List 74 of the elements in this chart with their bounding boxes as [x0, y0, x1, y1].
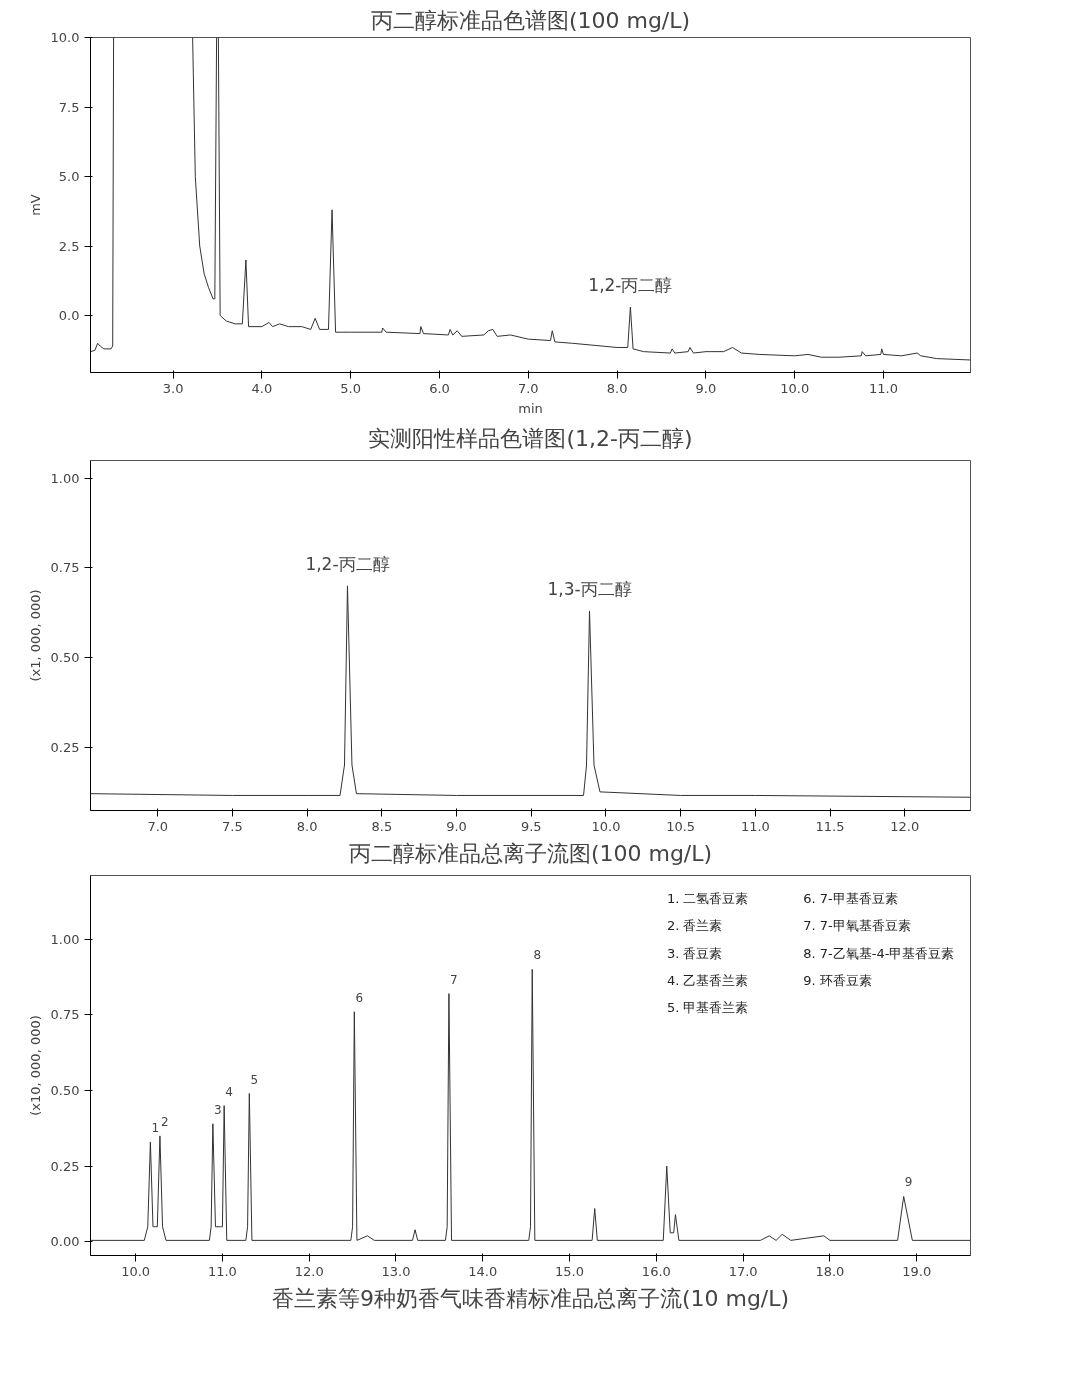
x-tick-label: 13.0: [381, 1263, 411, 1279]
x-tick-label: 7.0: [517, 380, 539, 396]
y-tick-label: 0.25: [50, 739, 80, 755]
x-tick-label: 12.0: [890, 818, 920, 834]
x-tick-label: 18.0: [815, 1263, 845, 1279]
x-tick-label: 14.0: [468, 1263, 498, 1279]
annotation: 7: [450, 972, 458, 987]
y-tick-label: 7.5: [58, 99, 80, 115]
text: 实测阳性样品色谱图(1,2-丙二醇): [368, 425, 693, 451]
y-tick-label: 5.0: [58, 169, 80, 184]
annotation: 3. 香豆素: [666, 945, 723, 961]
y-tick-label: 0.25: [50, 1158, 80, 1174]
x-tick-label: 6.0: [429, 380, 450, 396]
x-tick-label: 15.0: [555, 1263, 585, 1279]
annotation: 7. 7-甲氧基香豆素: [803, 918, 911, 934]
annotation: 9. 环香豆素: [803, 972, 872, 988]
x-tick-label: 11.0: [207, 1263, 237, 1279]
x-tick-label: 12.0: [294, 1263, 324, 1279]
y-tick-label: 1.00: [50, 931, 80, 947]
annotation: 1,3-丙二醇: [547, 578, 632, 599]
y-tick-label: 0.75: [50, 560, 80, 576]
x-axis-title: min: [518, 400, 543, 416]
x-tick-label: 9.0: [446, 818, 467, 834]
y-axis-title: (x1, 000, 000): [27, 589, 43, 682]
x-tick-label: 10.0: [121, 1263, 151, 1279]
x-tick-label: 10.0: [591, 818, 621, 834]
annotation: 4. 乙基香兰素: [666, 972, 749, 988]
annotation: 8. 7-乙氧基-4-甲基香豆素: [803, 945, 955, 961]
x-tick-label: 16.0: [641, 1263, 671, 1279]
x-tick-label: 4.0: [251, 380, 273, 396]
annotation: 1: [151, 1120, 160, 1135]
y-tick-label: 1.00: [50, 470, 80, 486]
annotation: 2: [161, 1114, 169, 1129]
x-tick-label: 8.0: [296, 818, 318, 834]
x-tick-label: 3.0: [162, 380, 184, 396]
annotation: 8: [533, 948, 542, 963]
y-tick-label: 0.50: [50, 650, 80, 666]
annotation: 5. 甲基香兰素: [666, 1000, 749, 1016]
annotation: 9: [904, 1175, 913, 1190]
annotation: 1,2-丙二醇: [588, 275, 673, 296]
annotation: 5: [250, 1072, 259, 1087]
y-axis-title: (x10, 000, 000): [27, 1015, 43, 1116]
x-tick-label: 19.0: [902, 1263, 932, 1279]
x-tick-label: 11.5: [815, 818, 845, 834]
y-tick-label: 10.0: [50, 30, 80, 45]
x-tick-label: 10.5: [666, 818, 696, 834]
annotation: 4: [225, 1084, 233, 1099]
x-tick-label: 11.0: [740, 818, 770, 834]
annotation: 1. 二氢香豆素: [666, 890, 749, 906]
annotation: 3: [214, 1102, 222, 1117]
text: 丙二醇标准品总离子流图(100 mg/L): [348, 840, 713, 866]
x-tick-label: 10.0: [780, 380, 810, 396]
text: 香兰素等9种奶香气味香精标准品总离子流(10 mg/L): [271, 1285, 790, 1311]
annotation: 1,2-丙二醇: [305, 553, 390, 574]
x-tick-label: 9.0: [695, 380, 717, 396]
y-axis-title: mV: [27, 194, 43, 216]
x-tick-label: 17.0: [728, 1263, 758, 1279]
line-series: [90, 968, 971, 1241]
y-tick-label: 0.75: [50, 1007, 80, 1023]
x-tick-label: 8.5: [371, 818, 393, 834]
chart-title: 丙二醇标准品色谱图(100 mg/L): [370, 7, 691, 33]
annotation: 6: [355, 990, 364, 1005]
x-tick-label: 9.5: [520, 818, 542, 834]
x-tick-label: 7.0: [147, 818, 169, 834]
x-tick-label: 11.0: [869, 380, 898, 396]
x-tick-label: 8.0: [606, 380, 628, 396]
annotation: 6. 7-甲基香豆素: [803, 890, 898, 906]
y-tick-label: 0.00: [50, 1234, 80, 1250]
x-tick-label: 5.0: [340, 380, 362, 396]
y-tick-label: 0.50: [50, 1082, 80, 1098]
x-tick-label: 7.5: [222, 818, 243, 834]
y-tick-label: 2.5: [58, 238, 80, 254]
annotation: 2. 香兰素: [666, 918, 723, 934]
y-tick-label: 0.0: [58, 308, 80, 324]
